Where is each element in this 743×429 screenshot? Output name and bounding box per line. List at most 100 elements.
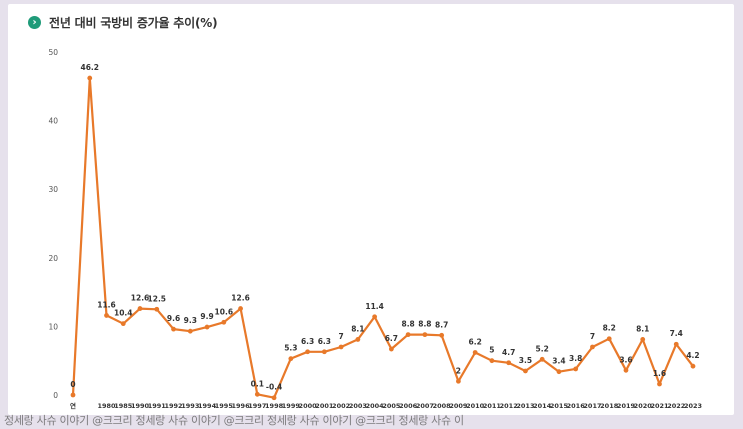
x-tick-label: 2000 [299,402,318,410]
data-label: 8.8 [418,320,431,329]
data-label: 6.3 [318,337,331,346]
data-label: 3.5 [519,356,532,365]
x-tick-label: 2023 [684,402,702,410]
x-tick-label: 1980 [97,402,116,410]
x-tick-label: 2005 [382,402,401,410]
x-tick-label: 1999 [282,402,301,410]
data-label: 0 [70,380,75,389]
x-tick-label: 1994 [198,402,217,410]
data-label: 12.6 [131,294,150,303]
data-label: 0.1 [251,379,264,388]
data-point [120,321,126,327]
data-labels: 046.211.610.412.612.59.6 9.3 9.910.612.60.… [70,63,699,392]
data-point [238,306,243,311]
data-point [405,332,411,338]
x-tick-label: 1991 [148,402,167,410]
data-label: 7 [338,332,343,341]
x-tick-label: 2014 [533,402,552,410]
data-label: 5 [489,346,494,355]
data-point [640,337,646,342]
chevron-right-icon: › [28,15,41,29]
y-tick-label: 20 [48,254,58,263]
data-point [439,332,445,338]
x-tick-label: 2013 [516,402,534,410]
data-label: 6.7 [385,334,398,343]
series-path [71,76,694,399]
data-label: 10.6 [215,307,234,316]
x-tick-label: 1997 [248,402,266,410]
x-tick-label: 1995 [215,402,234,410]
data-point [204,324,210,330]
data-point [673,341,679,347]
data-point [388,346,394,352]
data-point [70,392,76,398]
data-label: 8.8 [401,320,414,329]
y-tick-label: 40 [48,117,58,126]
x-tick-label: 1985 [114,402,133,410]
data-label: 9.6 [167,314,180,323]
x-tick-label: 2012 [500,402,518,410]
x-tick-label: 2008 [433,402,452,410]
x-tick-label: 2016 [567,402,586,410]
data-point [623,367,629,373]
data-point [489,358,495,364]
data-label: 6.3 [301,337,314,346]
data-point [657,381,662,387]
data-point [288,356,294,362]
data-point [87,75,93,81]
y-tick-label: 30 [48,185,58,194]
data-point [506,360,512,366]
x-tick-label: 2019 [617,402,636,410]
x-tick-label: 연 [70,401,76,410]
data-point [187,328,193,334]
data-point [556,369,562,375]
data-label: 2 [456,366,461,375]
data-label: 8.2 [603,324,616,333]
data-point [355,337,361,342]
x-tick-label: 2021 [650,402,669,410]
data-point [372,314,378,320]
data-label: -0.4 [266,383,282,392]
data-label: 8.1 [636,324,649,333]
series-line [71,76,694,399]
x-tick-label: 2007 [416,402,434,410]
data-point [338,344,344,350]
x-tick-label: 2018 [600,402,619,410]
data-point [606,336,612,342]
data-label: 11.6 [97,300,116,309]
x-tick-label: 1993 [181,402,199,410]
data-point [321,349,327,355]
title-row: › 전년 대비 국방비 증가율 추이(%) [28,12,218,32]
x-tick-label: 1990 [131,402,150,410]
x-tick-label: 2006 [399,402,418,410]
y-tick-label: 0 [53,391,58,400]
x-tick-label: 2022 [667,402,685,410]
data-label: 7.4 [670,329,683,338]
x-axis: 연 198019851990199119921993199419951996199… [70,401,702,410]
data-point [472,350,478,355]
data-point [171,326,176,332]
x-tick-label: 2001 [315,402,334,410]
data-label: 7 [590,332,595,341]
data-point [573,366,579,372]
y-tick-label: 50 [48,48,58,57]
data-label: 4.2 [686,351,699,360]
data-label: 11.4 [365,302,384,311]
data-label: 8.1 [351,324,364,333]
data-label: 12.5 [148,294,167,303]
chart-title: 전년 대비 국방비 증가율 추이(%) [49,15,218,30]
data-point [271,395,277,401]
chart-card: › 전년 대비 국방비 증가율 추이(%) [8,4,734,415]
y-axis: 0 10 20 30 40 50 [48,48,58,400]
data-label: 8.7 [435,320,448,329]
data-point [305,349,310,355]
x-tick-label: 2017 [583,402,601,410]
x-tick-label: 2003 [349,402,367,410]
data-point [539,356,545,362]
data-label: 1.6 [653,369,666,378]
x-tick-label: 2002 [332,402,350,410]
data-label: 3.4 [552,357,565,366]
data-points [70,75,696,401]
data-point [523,368,528,374]
